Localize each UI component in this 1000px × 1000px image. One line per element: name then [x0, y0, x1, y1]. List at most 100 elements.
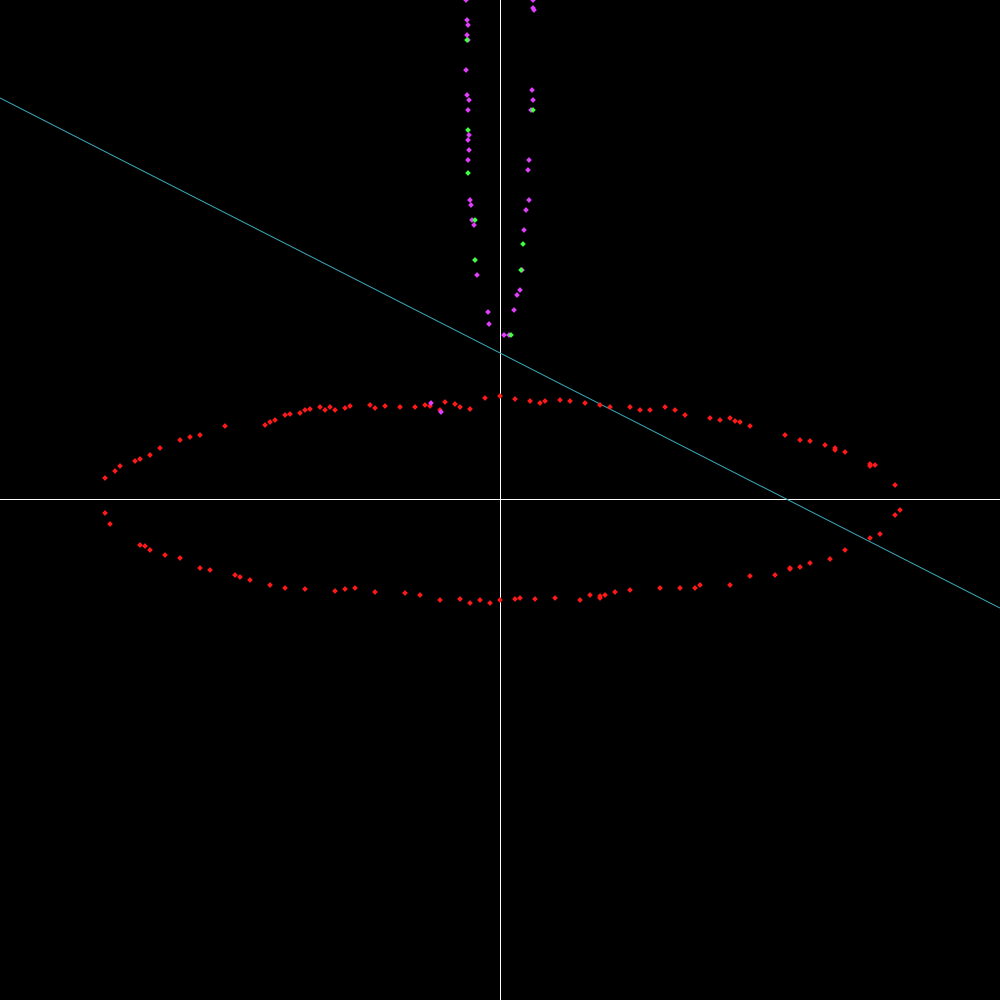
series-1-point-29	[526, 197, 532, 203]
series-2-point-6	[520, 241, 526, 247]
series-1-point-5	[463, 67, 469, 73]
series-2-point-2	[465, 170, 471, 176]
series-0	[102, 393, 903, 606]
series-1-point-13	[467, 197, 473, 203]
series-0-point-45	[662, 404, 668, 410]
series-0-point-27	[412, 404, 418, 410]
series-0-point-79	[612, 589, 618, 595]
series-1-point-1	[464, 17, 470, 23]
series-0-point-119	[832, 447, 838, 453]
series-0-point-18	[307, 406, 313, 412]
series-2-point-8	[508, 332, 514, 338]
series-0-point-14	[282, 412, 288, 418]
series-0-point-37	[542, 398, 548, 404]
series-0-point-17	[302, 407, 308, 413]
series-0-point-76	[677, 585, 683, 591]
series-0-point-23	[347, 403, 353, 409]
series-0-point-66	[842, 547, 848, 553]
series-0-point-39	[567, 398, 573, 404]
series-0-point-121	[787, 566, 793, 572]
series-0-point-92	[457, 596, 463, 602]
series-0-point-3	[132, 458, 138, 464]
series-0-point-49	[717, 417, 723, 423]
series-0-point-58	[842, 449, 848, 455]
series-0-point-0	[102, 475, 108, 481]
series-0-point-109	[137, 542, 143, 548]
series-0-point-122	[597, 593, 603, 599]
series-0-point-24	[367, 402, 373, 408]
series-0-point-36	[527, 398, 533, 404]
series-0-point-46	[672, 407, 678, 413]
series-1-point-8	[465, 107, 471, 113]
series-0-point-103	[232, 572, 238, 578]
series-0-point-80	[602, 592, 608, 598]
series-0-point-110	[107, 521, 113, 527]
series-0-point-102	[247, 577, 253, 583]
series-0-point-48	[707, 415, 713, 421]
series-0-point-98	[332, 588, 338, 594]
series-0-point-44	[647, 407, 653, 413]
series-0-point-72	[747, 573, 753, 579]
series-1-point-23	[531, 7, 537, 13]
series-1-point-7	[466, 97, 472, 103]
series-0-point-94	[417, 592, 423, 598]
series-0-point-77	[657, 585, 663, 591]
series-0-point-71	[772, 572, 778, 578]
series-0-point-87	[512, 596, 518, 602]
series-0-point-75	[692, 585, 698, 591]
series-0-point-12	[267, 419, 273, 425]
series-0-point-10	[222, 423, 228, 429]
fit-line	[0, 97, 1000, 609]
series-1-point-20	[486, 321, 492, 327]
series-0-point-67	[827, 556, 833, 562]
series-0-point-62	[897, 507, 903, 513]
series-0-point-120	[867, 463, 873, 469]
series-0-point-85	[532, 596, 538, 602]
series-1-point-28	[525, 167, 531, 173]
series-0-point-95	[402, 590, 408, 596]
series-1-point-25	[530, 97, 536, 103]
series-1-point-19	[485, 309, 491, 315]
series-1-point-10	[465, 137, 471, 143]
series-0-point-117	[637, 407, 643, 413]
series-0-point-69	[797, 564, 803, 570]
series-0-point-5	[147, 452, 153, 458]
series-1-point-34	[514, 292, 520, 298]
series-1-point-9	[466, 132, 472, 138]
series-1-point-11	[466, 147, 472, 153]
series-0-point-108	[142, 543, 148, 549]
series-1-point-31	[521, 227, 527, 233]
series-0-point-111	[102, 510, 108, 516]
series-1-point-30	[523, 207, 529, 213]
series-0-point-4	[137, 456, 143, 462]
series-0-point-8	[187, 434, 193, 440]
series-0-point-74	[697, 582, 703, 588]
series-0-point-123	[352, 585, 358, 591]
series-0-point-55	[807, 438, 813, 444]
series-0-point-42	[607, 404, 613, 410]
series-0-point-30	[452, 401, 458, 407]
series-0-point-124	[237, 574, 243, 580]
series-0-point-116	[537, 400, 543, 406]
series-1-point-27	[526, 157, 532, 163]
series-0-point-15	[287, 411, 293, 417]
series-0-point-52	[747, 423, 753, 429]
series-0-point-38	[557, 397, 563, 403]
series-2-point-1	[465, 127, 471, 133]
series-0-point-96	[372, 589, 378, 595]
series-0-point-33	[482, 395, 488, 401]
series-0-point-100	[282, 585, 288, 591]
series-1-point-12	[465, 157, 471, 163]
series-0-point-16	[297, 410, 303, 416]
series-0-point-2	[117, 463, 123, 469]
series-0-point-26	[397, 404, 403, 410]
series-0-point-97	[342, 586, 348, 592]
series-1-point-37	[501, 332, 507, 338]
series-0-point-89	[487, 600, 493, 606]
series-0-point-40	[582, 400, 588, 406]
series-1-point-35	[511, 307, 517, 313]
series-0-point-11	[262, 422, 268, 428]
series-0-point-78	[627, 587, 633, 593]
series-0-point-107	[147, 547, 153, 553]
